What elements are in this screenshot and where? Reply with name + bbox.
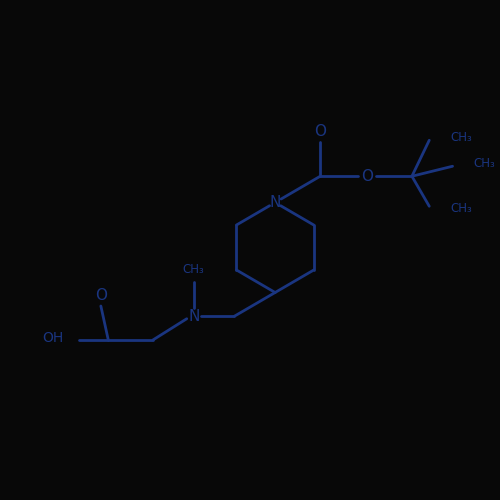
Text: N: N [270, 195, 281, 210]
Text: O: O [362, 169, 374, 184]
Text: N: N [188, 309, 200, 324]
Text: O: O [314, 124, 326, 139]
Text: CH₃: CH₃ [183, 263, 204, 276]
Text: CH₃: CH₃ [450, 202, 472, 215]
Text: O: O [95, 288, 107, 302]
Text: CH₃: CH₃ [474, 157, 495, 170]
Text: CH₃: CH₃ [450, 132, 472, 144]
Text: OH: OH [42, 330, 64, 344]
